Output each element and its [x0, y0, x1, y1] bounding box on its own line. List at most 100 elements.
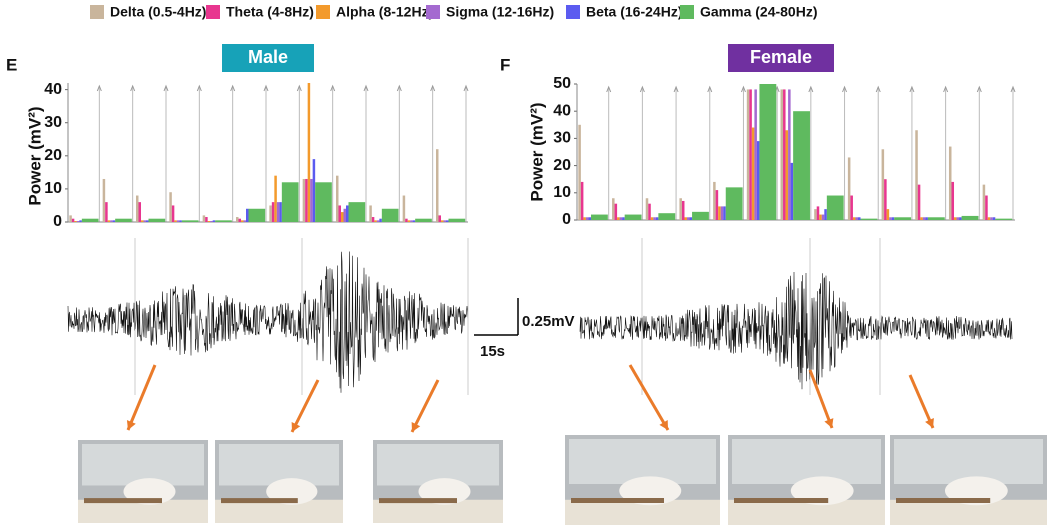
- bar: [723, 206, 726, 220]
- bar: [756, 141, 760, 220]
- bar: [171, 205, 175, 222]
- bar: [112, 220, 116, 222]
- bar: [269, 205, 272, 222]
- bar: [855, 217, 858, 220]
- bar: [713, 181, 716, 220]
- bar: [860, 218, 878, 220]
- separator-arrow: [130, 84, 136, 92]
- bar: [81, 218, 99, 222]
- legend-swatch: [316, 5, 330, 19]
- bar: [850, 195, 853, 220]
- bar: [243, 220, 246, 222]
- bar: [954, 217, 957, 220]
- legend-label: Alpha (8-12Hz): [336, 4, 433, 20]
- photo-tray: [84, 498, 162, 504]
- bar: [271, 202, 275, 222]
- legend-swatch: [680, 5, 694, 19]
- bar: [585, 217, 589, 220]
- chart-title: Female: [750, 47, 812, 67]
- bar: [759, 84, 777, 220]
- separator-arrow: [707, 85, 713, 93]
- bar: [181, 220, 199, 222]
- bar: [920, 217, 923, 220]
- bar: [115, 218, 132, 222]
- arrow-head: [126, 420, 136, 430]
- bar: [107, 220, 111, 222]
- bar: [925, 217, 928, 220]
- photo-wall: [569, 439, 716, 484]
- legend-label: Sigma (12-16Hz): [446, 4, 554, 20]
- bar: [653, 217, 656, 220]
- bar: [412, 220, 416, 222]
- bar: [718, 206, 721, 220]
- y-tick-label: 0: [53, 213, 62, 230]
- bar: [443, 220, 446, 222]
- bar: [819, 214, 822, 220]
- bar: [248, 208, 266, 222]
- bar: [381, 208, 399, 222]
- bar: [847, 157, 851, 220]
- separator-arrow: [606, 85, 612, 93]
- y-tick-label: 40: [44, 81, 62, 98]
- bar: [307, 83, 311, 222]
- separator-arrow: [163, 84, 169, 92]
- scale-bar: 0.25mV 15s: [474, 298, 575, 360]
- bar: [346, 205, 349, 222]
- bar: [746, 89, 750, 220]
- bar: [788, 89, 791, 220]
- bar: [210, 221, 213, 222]
- bar: [202, 215, 206, 222]
- bar: [279, 202, 282, 222]
- bar: [176, 220, 180, 222]
- bar: [990, 217, 993, 220]
- bar: [405, 218, 408, 222]
- title-box: [728, 44, 834, 72]
- bar: [583, 217, 586, 220]
- bar: [658, 213, 676, 220]
- separator-arrow: [430, 84, 436, 92]
- chart-title: Male: [248, 47, 288, 67]
- bar: [310, 178, 313, 222]
- bar: [74, 221, 77, 222]
- bar: [138, 202, 141, 222]
- bar: [302, 178, 306, 222]
- separator-arrow: [330, 84, 336, 92]
- bar: [374, 220, 377, 222]
- bar: [793, 111, 810, 220]
- y-axis-label: Power (mV²): [527, 102, 546, 201]
- y-tick-label: 10: [553, 184, 571, 201]
- bar: [174, 220, 177, 222]
- bar: [754, 89, 757, 220]
- bar: [816, 206, 820, 220]
- bar: [614, 203, 618, 220]
- bar: [814, 209, 817, 220]
- y-tick-label: 10: [44, 180, 62, 197]
- bar: [648, 203, 651, 220]
- bar: [961, 215, 979, 220]
- y-tick-label: 30: [553, 130, 571, 147]
- legend-label: Delta (0.5-4Hz): [110, 4, 206, 20]
- bar: [922, 217, 926, 220]
- legend-swatch: [426, 5, 440, 19]
- photo-wall: [377, 444, 499, 486]
- legend-swatch: [566, 5, 580, 19]
- eeg-trace: [67, 251, 469, 393]
- bar: [212, 220, 216, 222]
- photo-wall: [219, 444, 339, 486]
- bar: [684, 217, 688, 220]
- legend-label: Theta (4-8Hz): [226, 4, 314, 20]
- separator-arrow: [842, 85, 848, 93]
- bar: [71, 218, 75, 222]
- separator-arrow: [943, 85, 949, 93]
- bar: [783, 89, 786, 220]
- bar: [438, 215, 441, 222]
- bar: [915, 130, 918, 220]
- eeg-trace: [579, 271, 1013, 390]
- bar: [927, 217, 945, 220]
- separator-arrow: [1010, 85, 1016, 93]
- arrow: [908, 374, 935, 429]
- photo-tray: [734, 498, 829, 503]
- bar: [415, 218, 432, 222]
- y-tick-label: 50: [553, 75, 571, 92]
- bar: [852, 217, 856, 220]
